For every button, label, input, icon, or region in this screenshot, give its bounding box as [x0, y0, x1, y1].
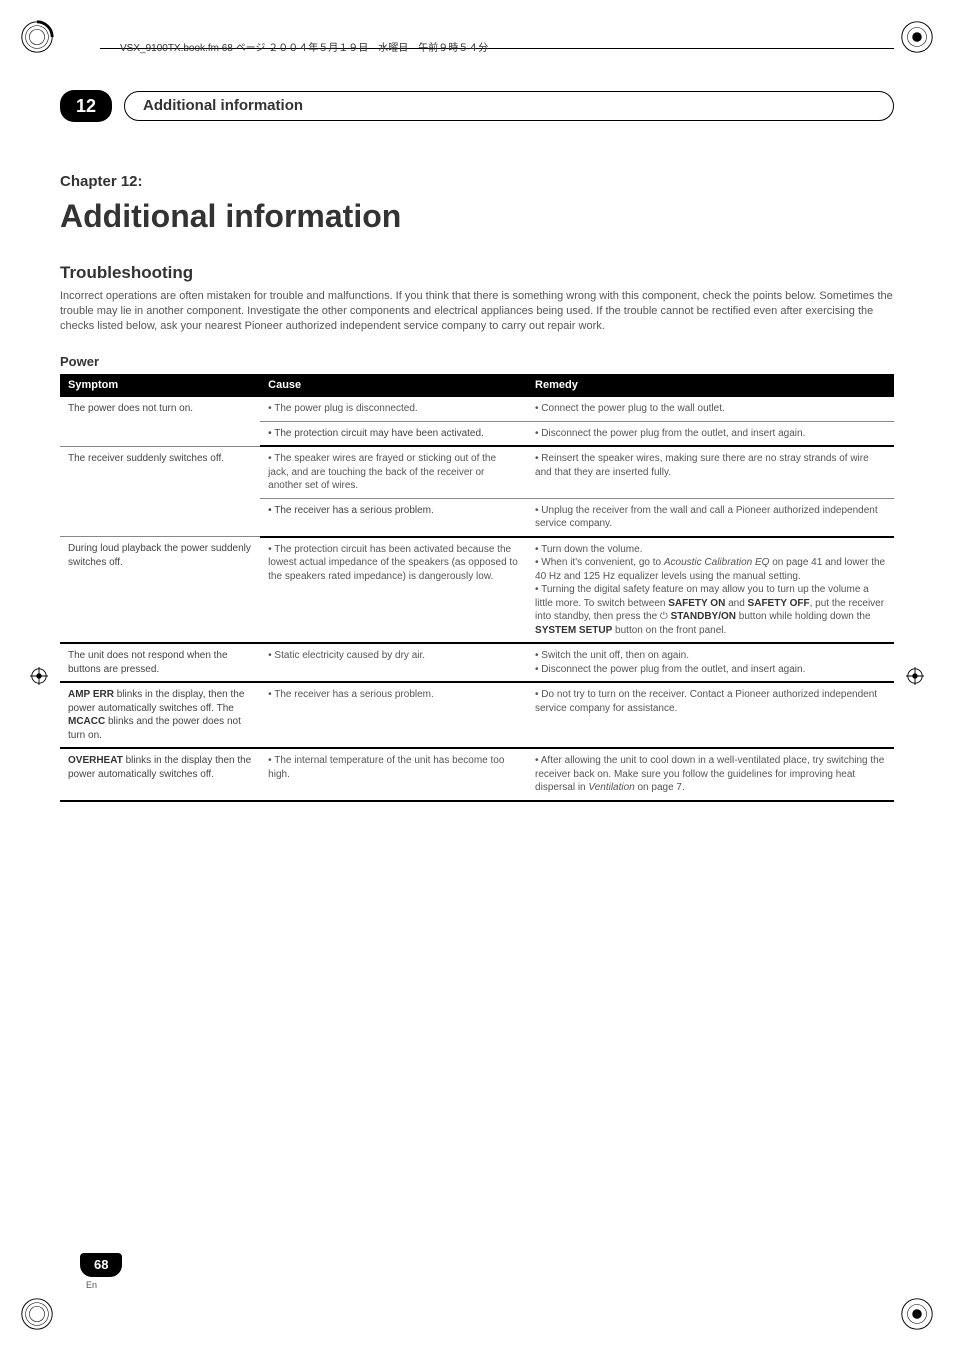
cell-cause: • Static electricity caused by dry air. — [260, 643, 527, 682]
table-row: The power does not turn on.• The power p… — [60, 397, 894, 421]
cell-symptom: The receiver suddenly switches off. — [60, 446, 260, 537]
cell-remedy: • Turn down the volume.• When it's conve… — [527, 537, 894, 644]
table-row: The receiver suddenly switches off.• The… — [60, 446, 894, 498]
corner-swirl-icon — [898, 1295, 936, 1333]
col-remedy: Remedy — [527, 374, 894, 397]
table-row: AMP ERR blinks in the display, then the … — [60, 682, 894, 748]
cell-symptom: During loud playback the power suddenly … — [60, 537, 260, 644]
cell-cause: • The protection circuit may have been a… — [260, 421, 527, 446]
cell-remedy: • After allowing the unit to cool down i… — [527, 748, 894, 801]
cell-remedy: • Connect the power plug to the wall out… — [527, 397, 894, 421]
table-row: OVERHEAT blinks in the display then the … — [60, 748, 894, 801]
cell-cause: • The speaker wires are frayed or sticki… — [260, 446, 527, 498]
cell-cause: • The receiver has a serious problem. — [260, 498, 527, 537]
corner-swirl-icon — [18, 1295, 56, 1333]
cell-symptom: The power does not turn on. — [60, 397, 260, 446]
chapter-title: Additional information — [60, 195, 894, 238]
page-footer: 68 En — [80, 1253, 122, 1291]
cell-symptom: OVERHEAT blinks in the display then the … — [60, 748, 260, 801]
section-number-pill: 12 — [60, 90, 112, 122]
header-line-text: VSX_9100TX.book.fm 68 ページ ２００４年５月１９日 水曜日… — [120, 42, 488, 56]
power-heading: Power — [60, 353, 894, 371]
corner-swirl-icon — [898, 18, 936, 56]
table-row: The unit does not respond when the butto… — [60, 643, 894, 682]
cell-cause: • The power plug is disconnected. — [260, 397, 527, 421]
col-cause: Cause — [260, 374, 527, 397]
table-body: The power does not turn on.• The power p… — [60, 397, 894, 801]
intro-text: Incorrect operations are often mistaken … — [60, 289, 894, 335]
cell-remedy: • Unplug the receiver from the wall and … — [527, 498, 894, 537]
subheading-troubleshooting: Troubleshooting — [60, 262, 894, 285]
cell-remedy: • Do not try to turn on the receiver. Co… — [527, 682, 894, 748]
corner-swirl-icon — [18, 18, 56, 56]
cell-remedy: • Switch the unit off, then on again.• D… — [527, 643, 894, 682]
cell-symptom: AMP ERR blinks in the display, then the … — [60, 682, 260, 748]
page-container: VSX_9100TX.book.fm 68 ページ ２００４年５月１９日 水曜日… — [0, 0, 954, 1351]
table-header-row: Symptom Cause Remedy — [60, 374, 894, 397]
cell-cause: • The protection circuit has been activa… — [260, 537, 527, 644]
table-row: During loud playback the power suddenly … — [60, 537, 894, 644]
cell-remedy: • Reinsert the speaker wires, making sur… — [527, 446, 894, 498]
page-number: 68 — [80, 1253, 122, 1277]
cell-cause: • The receiver has a serious problem. — [260, 682, 527, 748]
page-lang: En — [86, 1279, 122, 1291]
regmark-icon — [906, 667, 924, 685]
cell-cause: • The internal temperature of the unit h… — [260, 748, 527, 801]
col-symptom: Symptom — [60, 374, 260, 397]
cell-remedy: • Disconnect the power plug from the out… — [527, 421, 894, 446]
regmark-icon — [30, 667, 48, 685]
chapter-label: Chapter 12: — [60, 172, 894, 192]
troubleshooting-table: Symptom Cause Remedy The power does not … — [60, 374, 894, 801]
section-title: Additional information — [124, 91, 894, 121]
section-bar: 12 Additional information — [60, 90, 894, 122]
cell-symptom: The unit does not respond when the butto… — [60, 643, 260, 682]
